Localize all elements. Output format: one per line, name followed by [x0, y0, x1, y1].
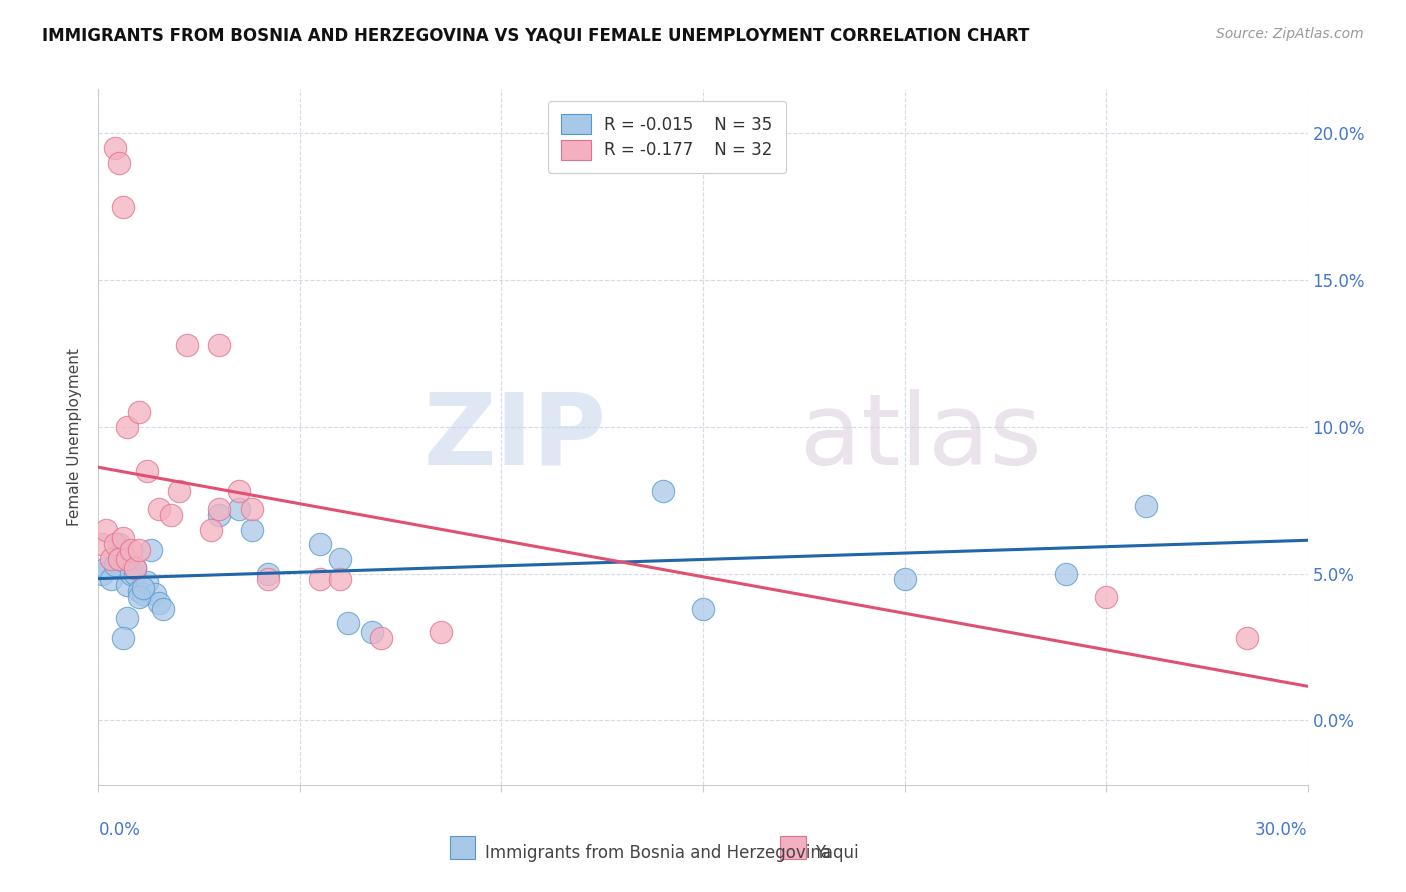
Point: [96, 560, 118, 574]
Point: [329, 573, 352, 587]
Point: [309, 537, 332, 551]
Point: [111, 200, 134, 214]
Point: [692, 602, 714, 616]
Point: [256, 566, 278, 581]
Point: [120, 566, 142, 581]
Text: IMMIGRANTS FROM BOSNIA AND HERZEGOVINA VS YAQUI FEMALE UNEMPLOYMENT CORRELATION : IMMIGRANTS FROM BOSNIA AND HERZEGOVINA V…: [42, 27, 1029, 45]
Point: [103, 558, 125, 572]
Legend: R = -0.015    N = 35, R = -0.177    N = 32: R = -0.015 N = 35, R = -0.177 N = 32: [547, 101, 786, 173]
Point: [309, 573, 332, 587]
Point: [115, 552, 138, 566]
Point: [148, 502, 170, 516]
Point: [228, 484, 250, 499]
Point: [200, 523, 222, 537]
Point: [256, 573, 278, 587]
Point: [361, 625, 384, 640]
Point: [208, 502, 231, 516]
Point: [1054, 566, 1077, 581]
Point: [337, 616, 360, 631]
Point: [1095, 590, 1118, 604]
Point: [329, 552, 352, 566]
Point: [107, 552, 129, 566]
Point: [132, 581, 155, 595]
Point: [107, 537, 129, 551]
Point: [148, 596, 170, 610]
Point: [135, 575, 157, 590]
Point: [96, 523, 118, 537]
Point: [240, 502, 263, 516]
Point: [124, 560, 146, 574]
Point: [111, 631, 134, 645]
Point: [893, 573, 915, 587]
Point: [128, 405, 150, 419]
Point: [115, 610, 138, 624]
Point: [128, 543, 150, 558]
Point: [152, 602, 174, 616]
Point: [1236, 631, 1258, 645]
Point: [111, 546, 134, 560]
Text: 30.0%: 30.0%: [1256, 821, 1308, 838]
Point: [160, 508, 183, 522]
Point: [91, 537, 114, 551]
Point: [208, 337, 231, 351]
Point: [111, 532, 134, 546]
Text: atlas: atlas: [800, 389, 1042, 485]
Point: [100, 552, 122, 566]
Point: [124, 560, 146, 574]
Point: [107, 552, 129, 566]
Point: [128, 590, 150, 604]
Point: [208, 508, 231, 522]
Point: [132, 587, 155, 601]
Point: [135, 464, 157, 478]
Point: [228, 502, 250, 516]
Point: [143, 587, 166, 601]
Text: 0.0%: 0.0%: [98, 821, 141, 838]
Text: Yaqui: Yaqui: [815, 844, 859, 862]
Point: [240, 523, 263, 537]
Text: Immigrants from Bosnia and Herzegovina: Immigrants from Bosnia and Herzegovina: [485, 844, 831, 862]
Text: ZIP: ZIP: [423, 389, 606, 485]
Y-axis label: Female Unemployment: Female Unemployment: [67, 348, 83, 526]
Text: Source: ZipAtlas.com: Source: ZipAtlas.com: [1216, 27, 1364, 41]
Point: [139, 543, 162, 558]
Point: [1135, 499, 1157, 513]
Point: [120, 543, 142, 558]
Point: [176, 337, 198, 351]
Point: [103, 537, 125, 551]
Point: [167, 484, 190, 499]
Point: [128, 584, 150, 599]
Point: [370, 631, 392, 645]
Point: [100, 573, 122, 587]
Point: [103, 141, 125, 155]
Point: [107, 155, 129, 169]
Point: [115, 419, 138, 434]
Point: [430, 625, 453, 640]
Point: [91, 566, 114, 581]
Point: [115, 578, 138, 592]
Point: [651, 484, 673, 499]
Point: [124, 566, 146, 581]
